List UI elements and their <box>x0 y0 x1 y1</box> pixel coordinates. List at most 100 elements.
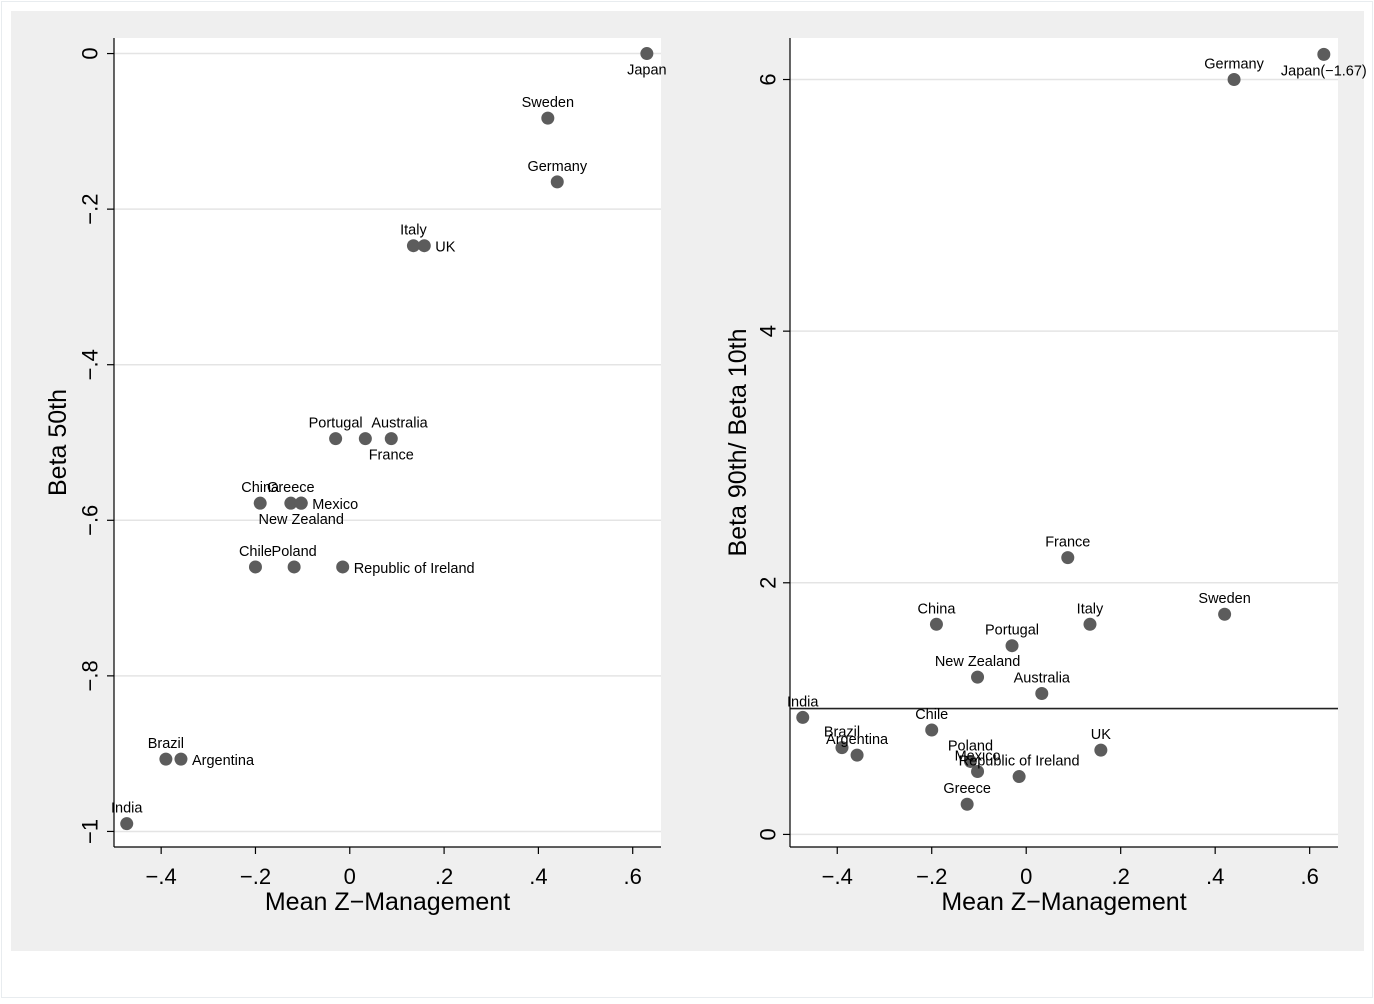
point-sweden <box>541 111 555 125</box>
y-tick-label: −.4 <box>78 349 103 380</box>
plot-area <box>790 38 1338 847</box>
point-china <box>253 496 267 510</box>
point-japan-1-67 <box>1317 47 1331 61</box>
point-china <box>929 617 943 631</box>
point-label-japan-1-67: Japan(−1.67) <box>1281 63 1367 79</box>
x-tick-label: −.4 <box>146 864 177 889</box>
point-india <box>120 817 134 831</box>
point-label-australia: Australia <box>371 416 428 432</box>
y-tick-label: −.8 <box>78 660 103 691</box>
y-tick-label: 0 <box>78 47 103 59</box>
point-portugal <box>329 432 343 446</box>
point-japan <box>640 47 654 61</box>
point-australia <box>1035 687 1049 701</box>
point-label-france: France <box>369 448 414 464</box>
point-label-chile: Chile <box>915 707 948 723</box>
x-tick-label: .6 <box>624 864 642 889</box>
x-tick-label: .2 <box>1112 864 1130 889</box>
point-label-brazil: Brazil <box>148 736 184 752</box>
point-label-poland: Poland <box>272 544 317 560</box>
point-poland <box>963 754 977 768</box>
panel-beta-50th: 0 −.2 −.4 −.6 −.8 −1 −.4 −.2 0 .2 .4 .6 Mean Z−Manag… <box>44 38 667 916</box>
point-greece <box>960 797 974 811</box>
y-axis-title: Beta 90th/ Beta 10th <box>724 329 752 557</box>
point-label-italy: Italy <box>1077 601 1104 617</box>
point-label-sweden: Sweden <box>522 95 574 111</box>
point-label-china: China <box>918 601 957 617</box>
point-label-new-zealand: New Zealand <box>935 654 1020 670</box>
point-italy <box>406 239 420 253</box>
point-label-mexico: Mexico <box>955 749 1001 765</box>
y-tick-label: 2 <box>756 577 781 589</box>
point-label-republic-of-ireland: Republic of Ireland <box>959 754 1080 770</box>
x-tick-label: .6 <box>1300 864 1318 889</box>
point-republic-of-ireland <box>1012 770 1026 784</box>
y-tick-label: −.2 <box>78 194 103 225</box>
point-sweden <box>1218 607 1232 621</box>
y-tick-label: 6 <box>756 73 781 85</box>
y-tick-label: 4 <box>756 325 781 337</box>
point-germany <box>1227 73 1241 87</box>
x-tick-label: −.4 <box>822 864 853 889</box>
x-tick-label: .2 <box>435 864 453 889</box>
point-brazil <box>159 752 173 766</box>
point-label-india: India <box>111 801 143 817</box>
point-label-mexico: Mexico <box>312 497 358 513</box>
point-label-argentina: Argentina <box>192 753 255 769</box>
point-chile <box>248 560 262 574</box>
point-uk <box>1094 743 1108 757</box>
point-new-zealand <box>294 496 308 510</box>
point-label-poland: Poland <box>948 738 993 754</box>
x-tick-label: .4 <box>1206 864 1224 889</box>
panel-beta-ratio: 0 2 4 6 −.4 −.2 0 .2 .4 .6 Mean Z−Management Beta 9… <box>724 38 1367 916</box>
x-tick-label: −.2 <box>916 864 947 889</box>
point-label-germany: Germany <box>1204 57 1264 73</box>
point-label-uk: UK <box>435 240 455 256</box>
x-tick-label: −.2 <box>240 864 271 889</box>
point-germany <box>550 175 564 189</box>
point-chile <box>925 723 939 737</box>
point-label-argentina: Argentina <box>826 732 889 748</box>
point-greece <box>284 496 298 510</box>
x-axis-title: Mean Z−Management <box>941 888 1186 916</box>
point-poland <box>287 560 301 574</box>
point-label-republic-of-ireland: Republic of Ireland <box>354 561 475 577</box>
point-label-portugal: Portugal <box>309 416 363 432</box>
x-axis-title: Mean Z−Management <box>265 888 510 916</box>
y-tick-label: −1 <box>78 819 103 844</box>
point-brazil <box>835 741 849 755</box>
point-label-germany: Germany <box>527 159 587 175</box>
point-india <box>796 710 810 724</box>
point-label-uk: UK <box>1091 727 1111 743</box>
point-republic-of-ireland <box>336 560 350 574</box>
x-tick-label: 0 <box>1020 864 1032 889</box>
point-france <box>1061 551 1075 565</box>
point-australia <box>358 432 372 446</box>
y-tick-label: 0 <box>756 828 781 840</box>
point-label-france: France <box>1045 535 1090 551</box>
point-label-italy: Italy <box>400 223 427 239</box>
point-label-brazil: Brazil <box>824 725 860 741</box>
point-france <box>384 432 398 446</box>
point-label-greece: Greece <box>943 781 991 797</box>
point-uk <box>417 239 431 253</box>
point-portugal <box>1005 639 1019 653</box>
point-italy <box>1083 617 1097 631</box>
point-label-greece: Greece <box>267 480 315 496</box>
point-label-china: China <box>241 480 280 496</box>
point-label-australia: Australia <box>1014 671 1071 687</box>
point-mexico <box>971 765 985 779</box>
y-axis-title: Beta 50th <box>44 389 72 496</box>
x-tick-label: 0 <box>344 864 356 889</box>
point-label-chile: Chile <box>239 544 272 560</box>
point-label-japan: Japan <box>627 63 667 79</box>
point-new-zealand <box>971 670 985 684</box>
point-label-new-zealand: New Zealand <box>258 512 343 528</box>
point-label-sweden: Sweden <box>1198 591 1250 607</box>
point-argentina <box>174 752 188 766</box>
point-argentina <box>850 748 864 762</box>
x-tick-label: .4 <box>529 864 547 889</box>
